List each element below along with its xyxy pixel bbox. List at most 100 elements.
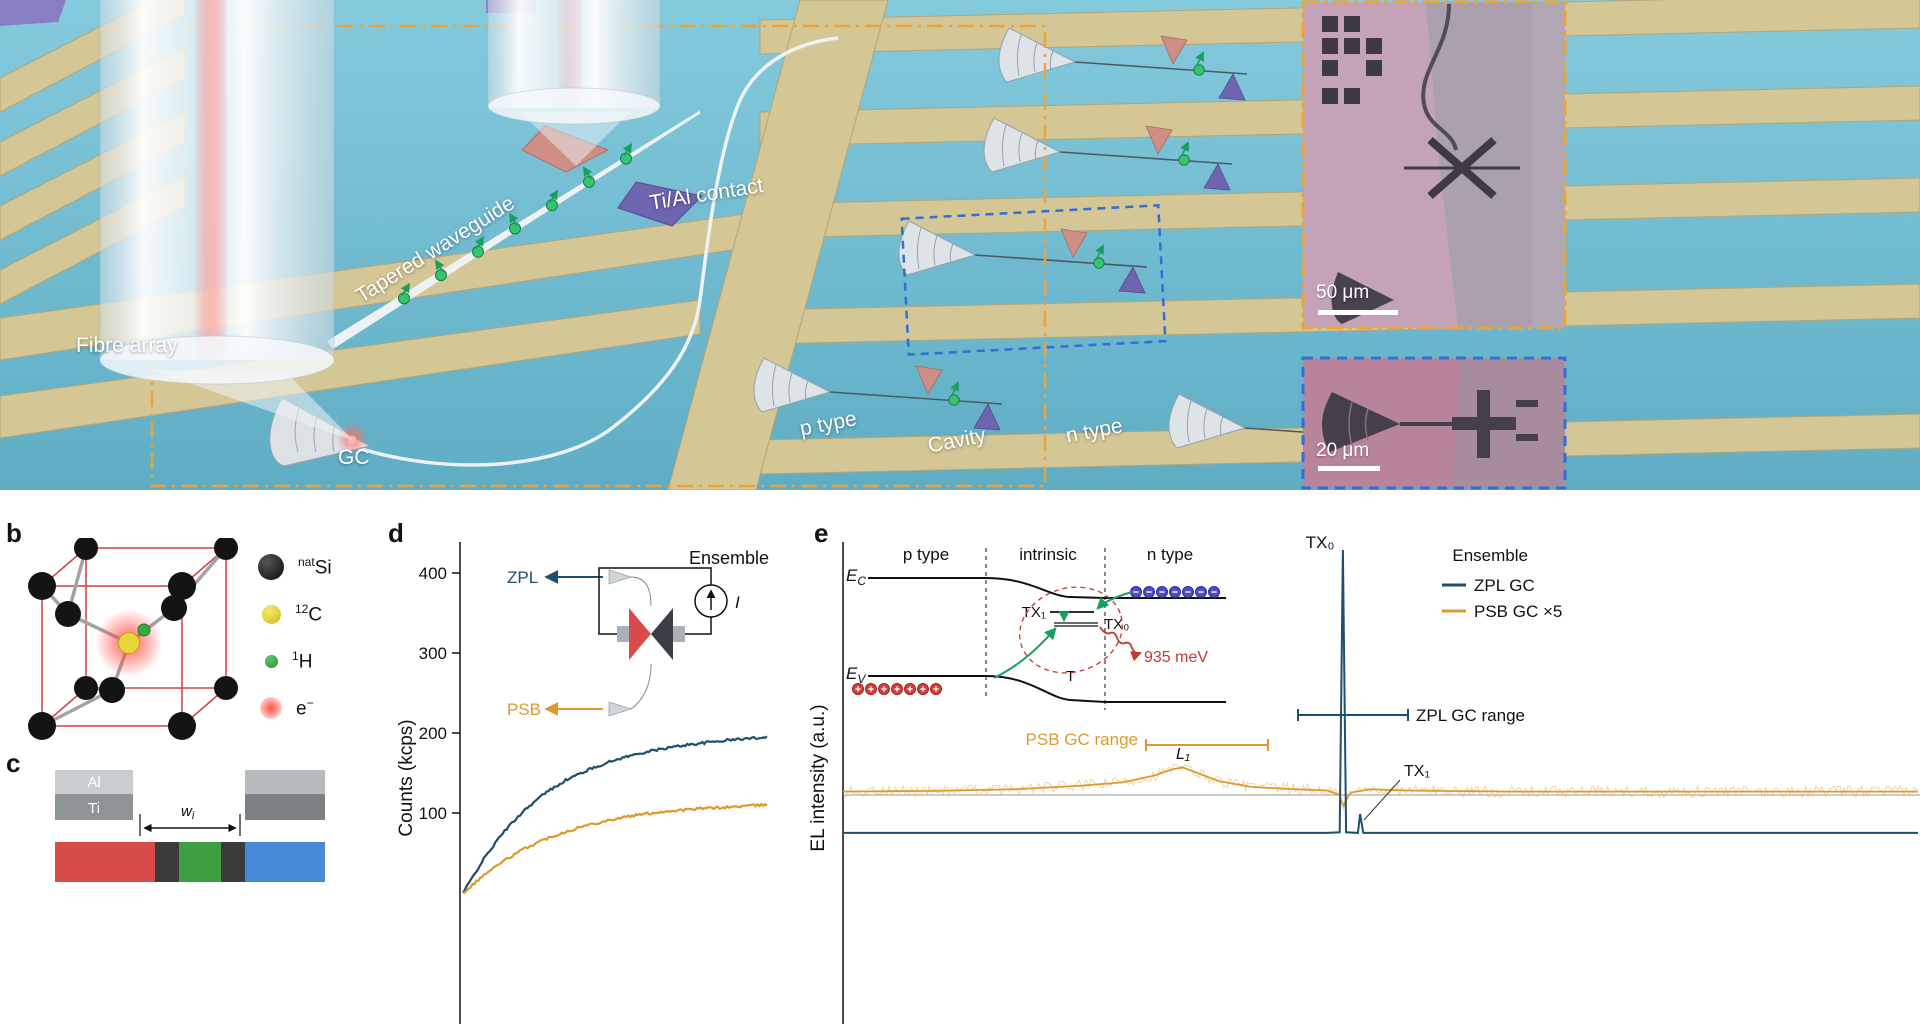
inset-micrograph-20um	[1301, 356, 1567, 490]
legend-item-si: natSi	[258, 552, 332, 582]
legend-item-c: 12C	[258, 599, 332, 629]
panel-d-letter: d	[388, 518, 404, 548]
al-layer-left	[55, 770, 133, 794]
capture-arrow-electrons	[1096, 591, 1133, 610]
hydrogen-dot-icon	[265, 654, 278, 668]
inset-micrograph-50um	[1301, 0, 1567, 330]
peak-annotations: TX₀ TX₁ L₁	[1176, 533, 1430, 821]
inset1-pad-grid	[1322, 16, 1382, 104]
svg-text:400: 400	[419, 564, 447, 583]
l1-peak-label: L₁	[1176, 746, 1190, 763]
zpl-range-bracket	[1297, 709, 1409, 721]
svg-text:200: 200	[419, 724, 447, 743]
bottom-panels: b c d e	[0, 490, 1920, 1024]
ev-label: EV	[846, 664, 866, 686]
panel-e-letter: e	[814, 518, 829, 548]
tx0-level-label: TX₀	[1104, 616, 1129, 633]
e-legend: Ensemble ZPL GC PSB GC ×5	[1442, 546, 1562, 621]
svg-text:300: 300	[419, 644, 447, 663]
range-brackets: PSB GC range ZPL GC range	[1026, 706, 1525, 751]
zpl-range-label: ZPL GC range	[1416, 706, 1525, 725]
carbon-atom	[118, 632, 140, 654]
tx-highlight-ellipse	[1019, 586, 1123, 674]
conduction-band	[868, 577, 1226, 599]
tx1-peak-label: TX₁	[1404, 763, 1430, 780]
panel-c-letter: c	[6, 748, 21, 778]
n-contact-pad	[617, 181, 704, 227]
region-i-label: intrinsic	[1019, 545, 1077, 564]
e-legend-psb-label: PSB GC ×5	[1474, 602, 1562, 621]
electron-dot-icon	[260, 697, 282, 719]
panel-a-chip-render: Fibre array Tapered waveguide Ti/Al cont…	[0, 0, 1920, 490]
d-plot-dynamic: 400 300 200 100	[419, 564, 768, 895]
legend-item-h: 1H	[258, 646, 332, 676]
doped-layers	[55, 842, 325, 882]
crystal-legend: natSi 12C 1H e−	[258, 552, 332, 740]
cavity-icon-right	[651, 608, 673, 660]
inset2-cross-device	[1452, 390, 1538, 458]
chip-render-scene	[0, 0, 1920, 490]
psb-range-label: PSB GC range	[1026, 730, 1138, 749]
panel-b-letter: b	[6, 518, 22, 548]
al-label: Al	[87, 774, 100, 791]
inset2-scalebar	[1318, 466, 1380, 471]
tx1-level-label: TX₁	[1022, 604, 1046, 621]
fibre-array-label: Fibre array	[76, 334, 178, 357]
ti-layer-left	[55, 794, 133, 820]
region-p-label: p type	[903, 545, 949, 564]
blue-region-box	[900, 204, 1167, 356]
hydrogen-atom	[137, 623, 151, 637]
si-dot-icon	[258, 554, 284, 580]
carbon-dot-icon	[262, 604, 281, 624]
photon-wiggle-arrow	[1099, 626, 1143, 662]
ec-label: EC	[846, 566, 866, 588]
counts-chart: Counts (kcps) Ensemble 400 300 200 100 ZPL …	[396, 542, 769, 1024]
p-plus-region	[55, 842, 155, 882]
width-annotation	[139, 814, 241, 836]
spin-chain	[398, 142, 633, 305]
si-atoms	[28, 538, 238, 740]
charge-carriers	[852, 586, 1220, 695]
d-device-schematic: ZPL PSB I	[507, 567, 740, 719]
scale-label-50um: 50 μm	[1316, 282, 1370, 303]
scale-label-20um: 20 μm	[1316, 440, 1370, 461]
routed-waveguide	[351, 36, 839, 467]
psb-label: PSB	[507, 700, 541, 719]
d-y-axis-label: Counts (kcps)	[396, 719, 417, 836]
fibre-cylinder-main	[99, 0, 354, 441]
zpl-label: ZPL	[507, 568, 538, 587]
t-center-label: T	[1066, 668, 1075, 685]
cavity-icon-left	[629, 608, 651, 660]
intrinsic-region	[179, 842, 221, 882]
ti-layer-right	[245, 794, 325, 820]
inset1-scalebar	[1318, 310, 1398, 315]
gc-label: GC	[338, 446, 370, 469]
cross-section-diagram: Al Ti wi	[55, 770, 325, 882]
zpl-gc-icon	[608, 569, 633, 585]
width-label: wi	[181, 803, 195, 822]
legend-item-e: e−	[258, 693, 332, 723]
valence-band	[868, 675, 1226, 703]
inset2-fan	[1322, 392, 1400, 452]
photon-energy-label: 935 meV	[1144, 649, 1208, 666]
e-y-axis-label: EL intensity (a.u.)	[808, 704, 829, 851]
d-annotation-ensemble: Ensemble	[689, 548, 769, 568]
e-legend-zpl-label: ZPL GC	[1474, 576, 1535, 595]
band-diagram: p type intrinsic n type EC EV TX₁ TX₀ T	[846, 545, 1226, 710]
psb-range-bracket	[1145, 739, 1269, 751]
e-legend-title: Ensemble	[1452, 546, 1528, 565]
tx0-peak-label: TX₀	[1306, 533, 1335, 552]
region-n-label: n type	[1147, 545, 1193, 564]
current-label: I	[735, 593, 740, 612]
svg-text:100: 100	[419, 804, 447, 823]
e-plot-dynamic	[842, 549, 1919, 834]
psb-gc-icon	[608, 701, 633, 717]
circuit-wires	[598, 567, 712, 635]
capture-arrow-holes	[993, 627, 1057, 679]
el-spectrum-chart: EL intensity (a.u.) p type intrinsic n t…	[808, 533, 1920, 1024]
ti-label: Ti	[88, 800, 100, 817]
al-layer-right	[245, 770, 325, 794]
crystal-structure	[28, 538, 238, 740]
fibre-cylinder-secondary	[487, 0, 661, 166]
